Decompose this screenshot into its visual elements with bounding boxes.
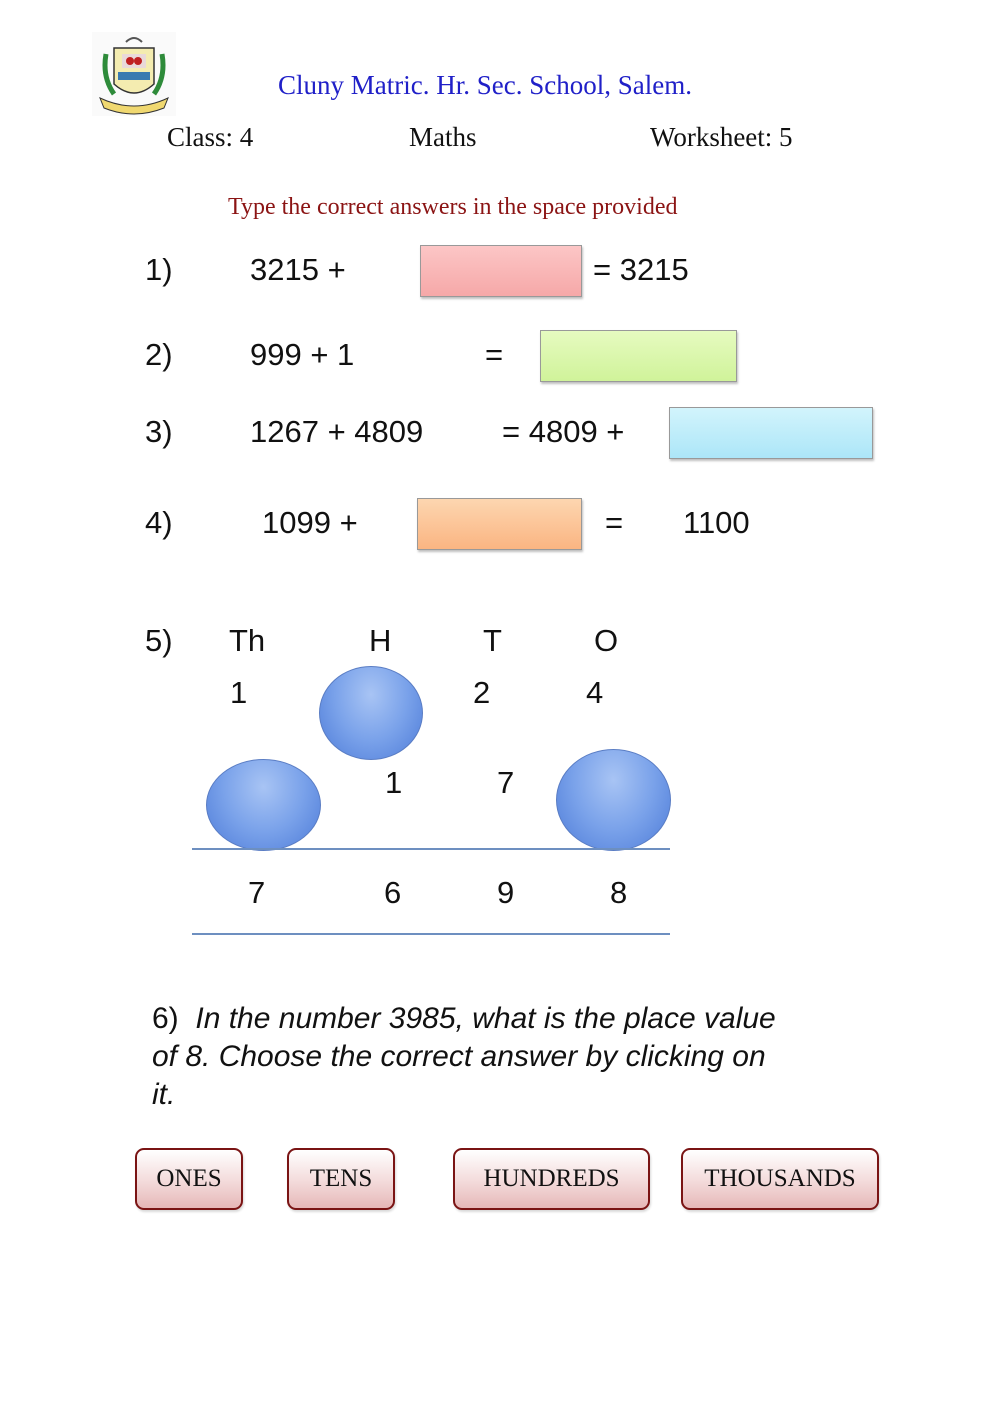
q2-answer-input[interactable]	[540, 330, 737, 382]
choice-thousands-button[interactable]: THOUSANDS	[681, 1148, 879, 1210]
q3-left: 1267 + 4809	[250, 414, 424, 449]
result-tens: 9	[497, 875, 515, 910]
q3-number: 3)	[145, 414, 173, 449]
header-thousands: Th	[229, 623, 266, 658]
choice-hundreds-button[interactable]: HUNDREDS	[453, 1148, 650, 1210]
result-ones: 8	[610, 875, 628, 910]
q4-number: 4)	[145, 505, 173, 540]
q1-number: 1)	[145, 252, 173, 287]
q6-question: 6) In the number 3985, what is the place…	[152, 1000, 792, 1114]
header-ones: O	[594, 623, 619, 658]
q4-left: 1099 +	[262, 505, 358, 540]
result-thousands: 7	[248, 875, 266, 910]
q4-equals: =	[605, 505, 624, 540]
q2-left: 999 + 1	[250, 337, 355, 372]
q5-number: 5)	[145, 623, 173, 658]
q6-number: 6)	[152, 1002, 179, 1035]
result-hundreds: 6	[384, 875, 402, 910]
school-logo	[92, 32, 176, 116]
class-label: Class: 4	[167, 122, 254, 152]
choice-tens-button[interactable]: TENS	[287, 1148, 395, 1210]
header-tens: T	[483, 623, 502, 658]
school-name: Cluny Matric. Hr. Sec. School, Salem.	[278, 70, 692, 100]
q4-right: 1100	[683, 505, 750, 540]
instruction-text: Type the correct answers in the space pr…	[228, 194, 678, 220]
row2-tens: 7	[497, 765, 515, 800]
row2-hundreds: 1	[385, 765, 403, 800]
q4-answer-input[interactable]	[417, 498, 582, 550]
q6-text: In the number 3985, what is the place va…	[152, 1002, 776, 1111]
q1-left: 3215 +	[250, 252, 346, 287]
q2-equals: =	[485, 337, 504, 372]
row2-ones-input[interactable]	[556, 749, 671, 851]
sum-line-top	[192, 848, 670, 850]
row1-ones: 4	[586, 675, 604, 710]
sum-line-bottom	[192, 933, 670, 935]
q1-right: = 3215	[593, 252, 689, 287]
header-hundreds: H	[369, 623, 392, 658]
choice-ones-button[interactable]: ONES	[135, 1148, 243, 1210]
q3-right: = 4809 +	[502, 414, 625, 449]
q3-answer-input[interactable]	[669, 407, 873, 459]
row1-tens: 2	[473, 675, 491, 710]
row1-thousands: 1	[230, 675, 248, 710]
q2-number: 2)	[145, 337, 173, 372]
row1-hundreds-input[interactable]	[319, 666, 423, 760]
row2-thousands-input[interactable]	[206, 759, 321, 851]
subject-label: Maths	[409, 122, 477, 152]
q1-answer-input[interactable]	[420, 245, 582, 297]
worksheet-label: Worksheet: 5	[650, 122, 793, 152]
